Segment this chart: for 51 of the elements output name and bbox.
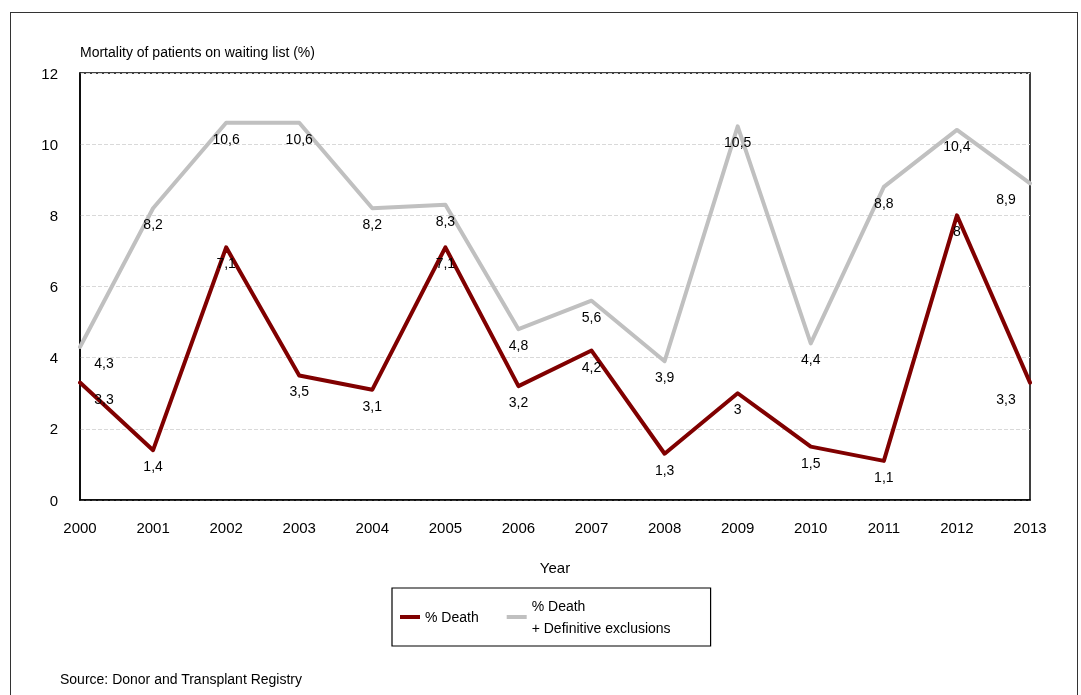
source-note: Source: Donor and Transplant Registry [60, 671, 303, 687]
data-label: 3 [733, 401, 742, 418]
y-tick-label: 6 [49, 278, 58, 295]
legend-label: % Death + Definitive exclusions [531, 598, 671, 636]
data-label: 10,5 [724, 134, 752, 151]
y-tick-label: 8 [49, 206, 58, 224]
x-tick-label: 2013 [1013, 519, 1047, 536]
data-label: 8 [953, 223, 962, 240]
x-axis-title: Year [539, 559, 571, 576]
data-label: 4,3 [94, 354, 114, 371]
y-axis-title: Mortality of patients on waiting list (%) [80, 44, 315, 60]
data-label: 8,8 [874, 194, 894, 211]
data-label: 1,4 [143, 458, 164, 475]
data-label: 1,3 [654, 461, 675, 478]
data-label: 8,9 [996, 191, 1016, 208]
x-tick-label: 2005 [428, 519, 463, 536]
data-label: 1,1 [874, 468, 894, 485]
data-label: 3,3 [996, 390, 1016, 407]
x-tick-label: 2010 [794, 519, 828, 536]
data-label: 4,8 [508, 337, 529, 354]
y-tick-label: 10 [41, 135, 58, 153]
y-tick-label: 4 [49, 349, 58, 367]
x-tick-label: 2006 [501, 519, 536, 536]
data-label: 3,2 [508, 394, 529, 411]
data-label: 8,2 [362, 216, 383, 233]
x-tick-label: 2002 [209, 519, 243, 536]
data-label: 8,3 [435, 212, 456, 229]
y-tick-label: 12 [41, 64, 58, 82]
x-tick-label: 2004 [355, 519, 389, 536]
x-tick-label: 2008 [647, 519, 682, 536]
x-tick-label: 2012 [940, 519, 974, 536]
x-tick-label: 2011 [867, 519, 900, 536]
data-label: 8,2 [143, 216, 164, 233]
y-tick-label: 0 [49, 491, 58, 509]
x-tick-label: 2007 [574, 519, 609, 536]
y-tick-label: 2 [49, 420, 58, 438]
data-label: 10,6 [212, 130, 240, 147]
legend-label: % Death [425, 609, 479, 625]
data-label: 4,2 [581, 358, 602, 375]
x-tick-label: 2009 [721, 519, 755, 536]
data-label: 3,9 [654, 369, 675, 386]
data-label: 10,4 [943, 137, 971, 154]
data-label: 1,5 [801, 454, 821, 471]
x-tick-label: 2003 [282, 519, 316, 536]
data-label: 10,6 [285, 130, 314, 147]
data-label: 3,5 [289, 383, 310, 400]
data-label: 4,4 [801, 351, 821, 368]
data-label: 5,6 [581, 308, 602, 325]
data-label: 3,1 [362, 397, 383, 414]
x-tick-label: 2001 [136, 519, 170, 536]
x-tick-label: 2000 [63, 519, 97, 536]
